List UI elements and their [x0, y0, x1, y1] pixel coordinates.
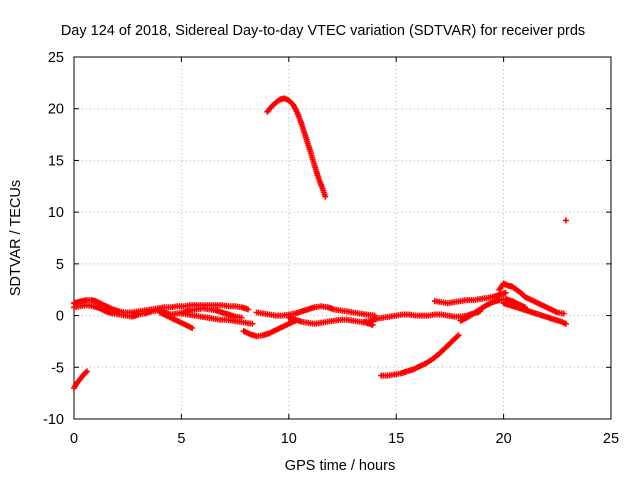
series-point-isolated [562, 217, 569, 224]
series-arc-20-23h-peak [496, 280, 567, 317]
x-axis-label: GPS time / hours [285, 458, 395, 474]
series-arc-5-8h-mid [178, 310, 256, 327]
series-arc-17-20h-upper [431, 289, 509, 307]
x-tick-label: 25 [603, 431, 619, 447]
data-point [83, 368, 90, 375]
y-axis-label: SDTVAR / TECUs [8, 180, 24, 296]
data-point [560, 310, 567, 317]
data-point [502, 289, 509, 296]
y-tick-label: 0 [56, 309, 64, 325]
series-arc-14-18h-lower [378, 332, 462, 379]
x-tick-label: 5 [177, 431, 185, 447]
y-tick-label: -5 [51, 360, 64, 376]
series-arc-0-2h-lower [71, 302, 245, 321]
series-arc-14-18h-band [361, 308, 483, 325]
y-tick-label: 25 [48, 50, 64, 66]
series-arc-20-23h-lower [500, 300, 569, 327]
y-tick-label: 10 [48, 205, 64, 221]
y-tick-label: -10 [43, 412, 64, 428]
plot-frame [73, 56, 612, 420]
data-point [245, 306, 251, 313]
data-points [71, 95, 569, 391]
data-point [322, 193, 329, 200]
y-tick-label: 15 [48, 153, 64, 169]
series-arc-4-5h-dip [156, 309, 196, 331]
data-point [562, 217, 569, 224]
grid-lines [74, 57, 611, 419]
x-tick-label: 20 [496, 431, 512, 447]
data-point [82, 369, 89, 376]
series-arc-early-negative [71, 368, 90, 391]
data-point [189, 325, 196, 331]
x-tick-label: 10 [281, 431, 297, 447]
y-tick-label: 5 [56, 257, 64, 273]
axis-ticks: 0 5 10 15 20 25 -10 -5 0 5 10 15 20 25 [43, 50, 619, 447]
x-tick-label: 15 [388, 431, 404, 447]
x-tick-label: 0 [70, 431, 78, 447]
y-tick-label: 20 [48, 102, 64, 118]
data-point [562, 320, 569, 327]
series-arc-9-12h-band [253, 303, 378, 319]
data-point [455, 332, 462, 339]
chart-title: Day 124 of 2018, Sidereal Day-to-day VTE… [61, 23, 585, 39]
data-point [249, 320, 256, 327]
series-arc-9-12h-peak [264, 95, 329, 200]
